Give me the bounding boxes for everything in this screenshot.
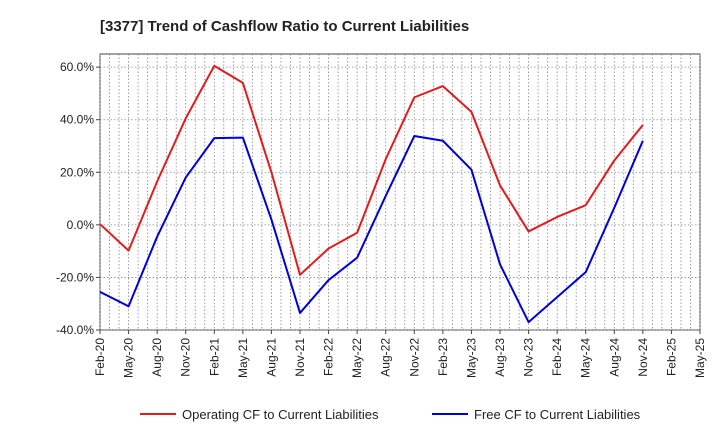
- x-tick-label: Aug-23: [493, 338, 507, 377]
- x-tick-label: May-23: [464, 338, 478, 378]
- x-tick-label: Feb-21: [207, 338, 221, 376]
- x-tick-label: Nov-20: [179, 338, 193, 377]
- x-tick-label: Aug-21: [264, 338, 278, 377]
- x-tick-label: Feb-20: [93, 338, 107, 376]
- x-axis-ticks: Feb-20 May-20 Aug-20 Nov-20 Feb-21 May-21 Aug-…: [93, 330, 707, 378]
- legend-label-operating: Operating CF to Current Liabilities: [182, 407, 379, 422]
- x-tick-label: May-24: [579, 338, 593, 378]
- series-line-free: [99, 135, 644, 324]
- x-tick-label: May-22: [350, 338, 364, 378]
- x-tick-label: May-20: [122, 338, 136, 378]
- x-tick-label: Feb-23: [436, 338, 450, 376]
- y-axis-ticks: -40.0% -20.0% 0.0% 20.0% 40.0% 60.0%: [56, 60, 100, 337]
- x-tick-label: Feb-22: [322, 338, 336, 376]
- y-tick-label: 40.0%: [60, 113, 94, 127]
- x-tick-label: May-21: [236, 338, 250, 378]
- legend-label-free: Free CF to Current Liabilities: [474, 407, 641, 422]
- x-tick-label: Nov-21: [293, 338, 307, 377]
- y-tick-label: 20.0%: [60, 165, 94, 179]
- grid: [99, 54, 701, 331]
- y-tick-label: -20.0%: [56, 270, 94, 284]
- x-tick-label: Aug-20: [150, 338, 164, 377]
- x-tick-label: Aug-24: [607, 338, 621, 377]
- plot-area: [99, 53, 701, 331]
- x-tick-label: Feb-25: [664, 338, 678, 376]
- y-tick-label: -40.0%: [56, 323, 94, 337]
- x-tick-label: Feb-24: [550, 338, 564, 376]
- series-line-operating: [99, 64, 644, 276]
- y-tick-label: 60.0%: [60, 60, 94, 74]
- x-tick-label: Aug-22: [379, 338, 393, 377]
- legend: Operating CF to Current Liabilities Free…: [140, 407, 641, 422]
- y-tick-label: 0.0%: [67, 218, 95, 232]
- series-lines: [99, 64, 644, 324]
- x-tick-label: Nov-23: [522, 338, 536, 377]
- x-tick-label: Nov-22: [407, 338, 421, 377]
- x-tick-label: May-25: [693, 338, 707, 378]
- chart-title: [3377] Trend of Cashflow Ratio to Curren…: [100, 18, 469, 35]
- x-tick-label: Nov-24: [636, 338, 650, 377]
